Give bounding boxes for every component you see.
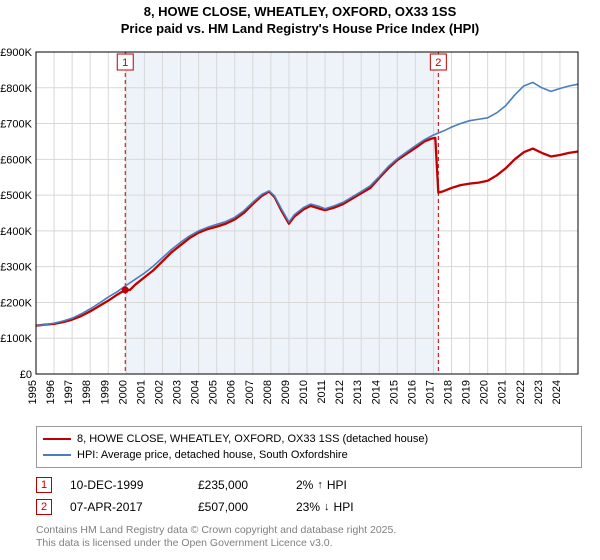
- marker-badge: 2: [36, 499, 52, 515]
- line-chart-svg: £0 £100K £200K £300K £400K £500K £600K £700K £80…: [0, 44, 588, 422]
- y-tick-label: £300K: [0, 261, 32, 273]
- y-tick-label: £400K: [0, 226, 32, 238]
- chart-title-block: 8, HOWE CLOSE, WHEATLEY, OXFORD, OX33 1S…: [0, 0, 600, 38]
- y-tick-label: £200K: [0, 297, 32, 309]
- title-line-2: Price paid vs. HM Land Registry's House …: [0, 21, 600, 38]
- marker-row: 1 10-DEC-1999 £235,000 2%↑HPI: [36, 474, 582, 496]
- y-tick-label: £800K: [0, 83, 32, 95]
- marker-date: 10-DEC-1999: [70, 478, 180, 492]
- legend-row: 8, HOWE CLOSE, WHEATLEY, OXFORD, OX33 1S…: [43, 431, 575, 447]
- marker-price: £235,000: [198, 478, 278, 492]
- y-tick-label: £600K: [0, 154, 32, 166]
- price-dot: [122, 286, 129, 293]
- x-tick-label: 2004: [190, 380, 202, 404]
- x-tick-label: 2021: [497, 380, 509, 404]
- footer-line-1: Contains HM Land Registry data © Crown c…: [36, 524, 582, 538]
- footer-line-2: This data is licensed under the Open Gov…: [36, 537, 582, 551]
- marker-date: 07-APR-2017: [70, 500, 180, 514]
- marker-badge: 1: [36, 477, 52, 493]
- legend-swatch: [43, 438, 71, 440]
- legend-label: HPI: Average price, detached house, Sout…: [77, 449, 348, 461]
- marker-price: £507,000: [198, 500, 278, 514]
- marker-pct: 23%↓HPI: [296, 500, 354, 514]
- y-tick-label: £900K: [0, 47, 32, 59]
- x-tick-label: 2000: [117, 380, 129, 404]
- legend-swatch: [43, 454, 71, 456]
- x-tick-label: 2018: [443, 380, 455, 404]
- x-tick-label: 1999: [99, 380, 111, 404]
- x-tick-label: 2012: [334, 380, 346, 404]
- marker-badge-label: 2: [435, 57, 441, 69]
- x-tick-label: 1995: [27, 380, 39, 404]
- legend: 8, HOWE CLOSE, WHEATLEY, OXFORD, OX33 1S…: [36, 426, 582, 468]
- x-tick-label: 2014: [370, 380, 382, 404]
- x-tick-label: 1997: [63, 380, 75, 404]
- chart-area: £0 £100K £200K £300K £400K £500K £600K £700K £80…: [0, 44, 588, 422]
- x-tick-label: 2013: [352, 380, 364, 404]
- x-tick-label: 2007: [244, 380, 256, 404]
- x-tick-label: 2010: [298, 380, 310, 404]
- x-tick-label: 2002: [153, 380, 165, 404]
- x-tick-label: 2019: [461, 380, 473, 404]
- marker-pct: 2%↑HPI: [296, 478, 347, 492]
- x-tick-label: 2006: [226, 380, 238, 404]
- x-tick-label: 2011: [316, 380, 328, 404]
- x-tick-label: 2001: [135, 380, 147, 404]
- x-tick-label: 2020: [479, 380, 491, 404]
- x-tick-label: 2009: [280, 380, 292, 404]
- x-tick-label: 2022: [515, 380, 527, 404]
- arrow-icon: ↓: [324, 501, 330, 513]
- x-tick-label: 2008: [262, 380, 274, 404]
- title-line-1: 8, HOWE CLOSE, WHEATLEY, OXFORD, OX33 1S…: [0, 4, 600, 21]
- legend-row: HPI: Average price, detached house, Sout…: [43, 447, 575, 463]
- y-tick-label: £0: [20, 369, 32, 381]
- y-tick-label: £700K: [0, 118, 32, 130]
- x-tick-label: 2015: [388, 380, 400, 404]
- y-tick-label: £500K: [0, 190, 32, 202]
- y-tick-label: £100K: [0, 333, 32, 345]
- legend-label: 8, HOWE CLOSE, WHEATLEY, OXFORD, OX33 1S…: [77, 433, 428, 445]
- x-tick-label: 2005: [208, 380, 220, 404]
- x-tick-label: 2024: [551, 380, 563, 404]
- x-tick-label: 2003: [172, 380, 184, 404]
- x-tick-label: 1996: [45, 380, 57, 404]
- marker-badge-label: 1: [122, 57, 128, 69]
- x-tick-label: 2023: [533, 380, 545, 404]
- arrow-icon: ↑: [317, 479, 323, 491]
- marker-row: 2 07-APR-2017 £507,000 23%↓HPI: [36, 496, 582, 518]
- footer-attribution: Contains HM Land Registry data © Crown c…: [36, 524, 582, 551]
- marker-table: 1 10-DEC-1999 £235,000 2%↑HPI 2 07-APR-2017 £5…: [36, 474, 582, 518]
- x-tick-label: 2016: [406, 380, 418, 404]
- x-tick-label: 2017: [424, 380, 436, 404]
- x-tick-label: 1998: [81, 380, 93, 404]
